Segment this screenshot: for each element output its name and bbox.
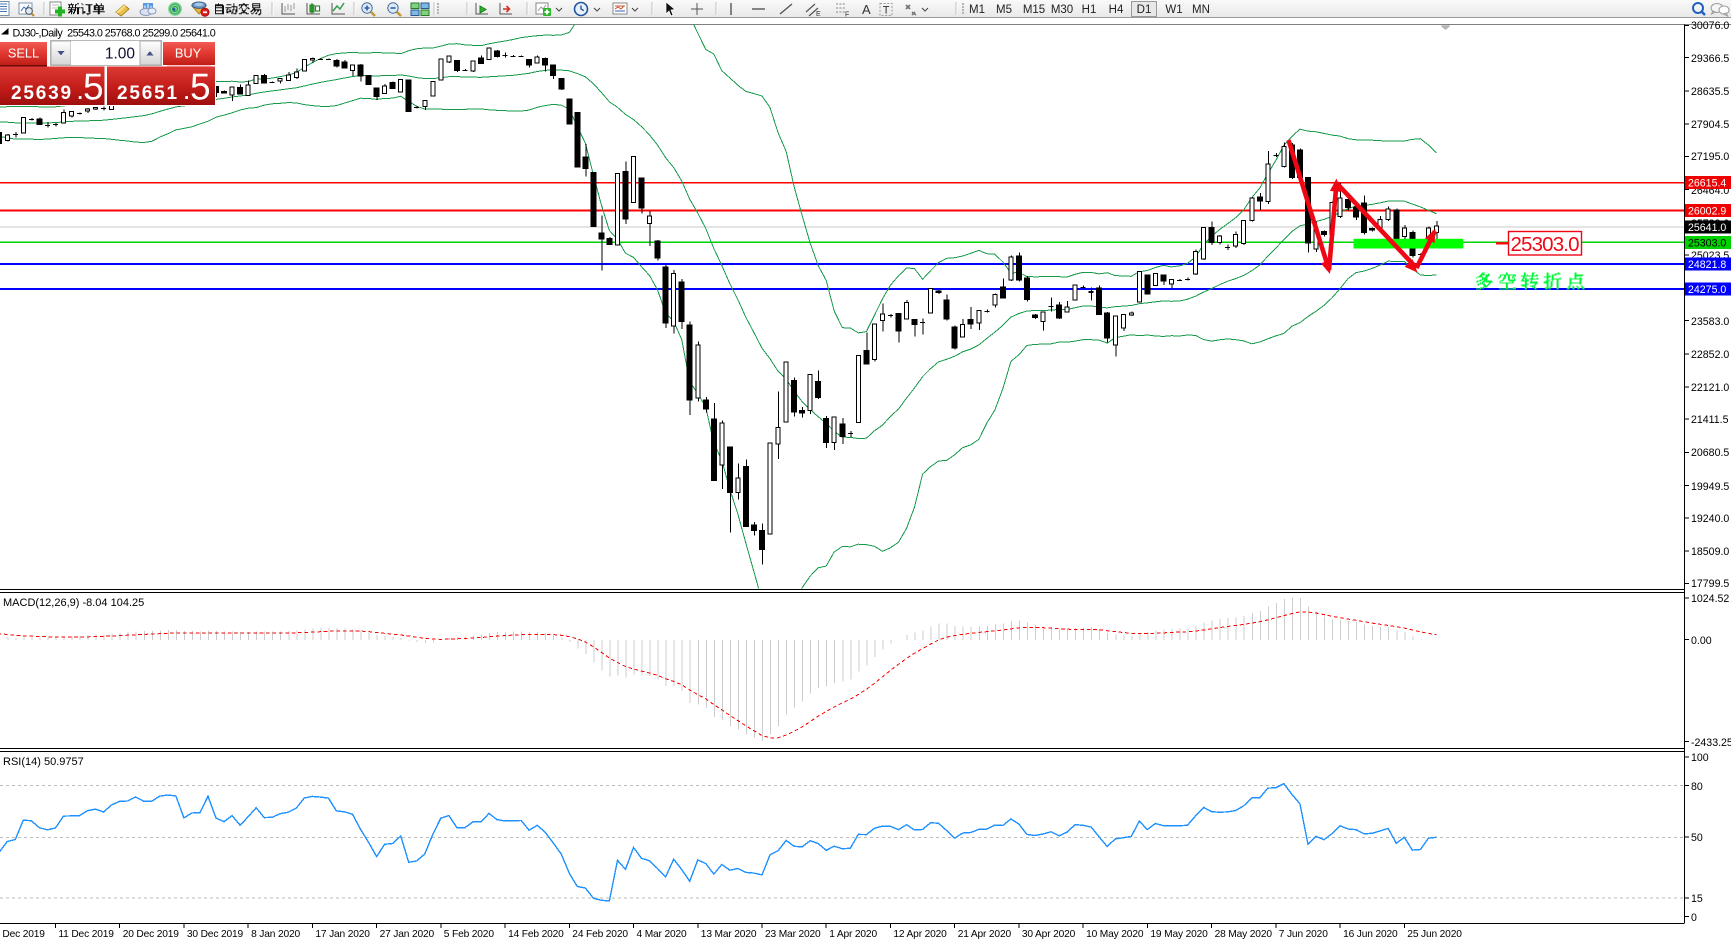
svg-text:26002.9: 26002.9: [1688, 206, 1726, 218]
svg-text:M1: M1: [969, 4, 985, 16]
svg-text:28 May 2020: 28 May 2020: [1215, 929, 1273, 940]
svg-text:5: 5: [83, 67, 104, 108]
svg-text:RSI(14) 50.9757: RSI(14) 50.9757: [3, 756, 84, 768]
svg-text:M5: M5: [996, 4, 1012, 16]
svg-text:12 Apr 2020: 12 Apr 2020: [893, 929, 947, 940]
svg-text:7 Jun 2020: 7 Jun 2020: [1279, 929, 1328, 940]
svg-text:20680.5: 20680.5: [1691, 447, 1729, 459]
svg-text:24275.0: 24275.0: [1688, 284, 1726, 296]
svg-text:19949.5: 19949.5: [1691, 481, 1729, 493]
svg-text:24 Feb 2020: 24 Feb 2020: [572, 929, 628, 940]
svg-text:13 Mar 2020: 13 Mar 2020: [701, 929, 757, 940]
svg-text:17799.5: 17799.5: [1691, 578, 1729, 590]
svg-text:15: 15: [1691, 893, 1703, 905]
svg-text:27904.5: 27904.5: [1691, 119, 1729, 131]
svg-text:25303.0: 25303.0: [1511, 233, 1580, 256]
svg-text:19 May 2020: 19 May 2020: [1150, 929, 1208, 940]
svg-text:25641.0: 25641.0: [1688, 222, 1726, 234]
svg-text:1024.52: 1024.52: [1691, 593, 1729, 605]
svg-text:21411.5: 21411.5: [1691, 414, 1729, 426]
svg-text:26615.4: 26615.4: [1688, 178, 1726, 190]
svg-text:21 Apr 2020: 21 Apr 2020: [958, 929, 1012, 940]
svg-text:.: .: [78, 83, 83, 104]
svg-text:DJ30-,Daily 25543.0 25768.0 2: DJ30-,Daily 25543.0 25768.0 25299.0 2564…: [13, 28, 216, 40]
svg-text:23583.0: 23583.0: [1691, 316, 1729, 328]
svg-text:4 Mar 2020: 4 Mar 2020: [637, 929, 688, 940]
svg-text:H4: H4: [1109, 4, 1124, 16]
svg-text:H1: H1: [1082, 4, 1097, 16]
svg-text:D1: D1: [1137, 4, 1152, 16]
svg-text:28635.5: 28635.5: [1691, 86, 1729, 98]
svg-text:M15: M15: [1023, 4, 1045, 16]
svg-text:2 Dec 2019: 2 Dec 2019: [0, 929, 45, 940]
svg-text:30 Apr 2020: 30 Apr 2020: [1022, 929, 1076, 940]
svg-text:BUY: BUY: [175, 46, 202, 61]
svg-text:29366.5: 29366.5: [1691, 53, 1729, 65]
svg-text:27 Jan 2020: 27 Jan 2020: [380, 929, 435, 940]
svg-text:0: 0: [1691, 912, 1697, 924]
svg-text:16 Jun 2020: 16 Jun 2020: [1343, 929, 1398, 940]
svg-text:25 Jun 2020: 25 Jun 2020: [1407, 929, 1462, 940]
svg-text:18509.0: 18509.0: [1691, 546, 1729, 558]
svg-text:22852.0: 22852.0: [1691, 349, 1729, 361]
svg-text:T: T: [883, 5, 890, 17]
svg-text:30 Dec 2019: 30 Dec 2019: [187, 929, 244, 940]
svg-text:MACD(12,26,9) -8.04 104.25: MACD(12,26,9) -8.04 104.25: [3, 597, 144, 609]
svg-text:5 Feb 2020: 5 Feb 2020: [444, 929, 495, 940]
svg-text:11 Dec 2019: 11 Dec 2019: [58, 929, 114, 940]
svg-text:100: 100: [1691, 752, 1709, 764]
svg-text:.: .: [184, 83, 189, 104]
svg-text:17 Jan 2020: 17 Jan 2020: [315, 929, 370, 940]
svg-text:5: 5: [190, 67, 211, 108]
svg-text:W1: W1: [1165, 4, 1182, 16]
svg-text:20 Dec 2019: 20 Dec 2019: [123, 929, 180, 940]
svg-text:8 Jan 2020: 8 Jan 2020: [251, 929, 300, 940]
svg-text:SELL: SELL: [8, 46, 39, 61]
svg-text:25651: 25651: [117, 83, 179, 104]
svg-text:-2433.25: -2433.25: [1691, 737, 1731, 749]
svg-text:25303.0: 25303.0: [1688, 237, 1726, 249]
svg-text:1 Apr 2020: 1 Apr 2020: [829, 929, 877, 940]
svg-text:M30: M30: [1051, 4, 1073, 16]
svg-text:1.00: 1.00: [105, 46, 136, 63]
svg-text:19240.0: 19240.0: [1691, 513, 1729, 525]
svg-text:22121.0: 22121.0: [1691, 382, 1729, 394]
svg-text:A: A: [862, 2, 871, 17]
svg-text:50: 50: [1691, 832, 1703, 844]
svg-text:14 Feb 2020: 14 Feb 2020: [508, 929, 564, 940]
svg-text:F: F: [845, 12, 849, 19]
svg-text:10 May 2020: 10 May 2020: [1086, 929, 1144, 940]
svg-text:24821.8: 24821.8: [1688, 259, 1726, 271]
svg-text:25639: 25639: [11, 83, 73, 104]
svg-text:30076.0: 30076.0: [1691, 20, 1729, 32]
svg-text:E: E: [816, 11, 821, 18]
svg-text:23 Mar 2020: 23 Mar 2020: [765, 929, 821, 940]
svg-text:80: 80: [1691, 781, 1703, 793]
svg-text:27195.0: 27195.0: [1691, 151, 1729, 163]
svg-text:0.00: 0.00: [1691, 635, 1712, 647]
svg-text:MN: MN: [1192, 4, 1210, 16]
